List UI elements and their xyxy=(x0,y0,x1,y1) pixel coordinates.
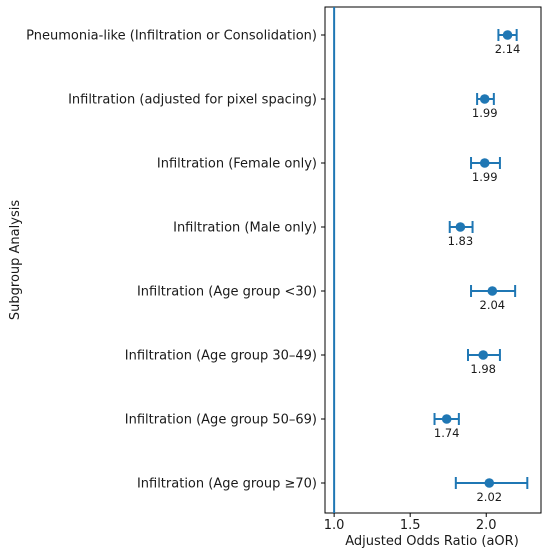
point-estimate xyxy=(487,286,498,296)
subgroup-label: Infiltration (adjusted for pixel spacing… xyxy=(68,93,317,108)
subgroup-label: Infiltration (Female only) xyxy=(157,157,317,172)
point-estimate xyxy=(479,158,490,168)
value-label: 1.74 xyxy=(434,426,460,440)
subgroup-label: Pneumonia-like (Infiltration or Consolid… xyxy=(26,29,317,44)
forest-row: Infiltration (Age group 30–49) 1.98 xyxy=(125,349,501,376)
forest-row: Infiltration (Age group <30) 2.04 xyxy=(137,285,517,312)
x-tick-label: 1.0 xyxy=(324,518,345,533)
subgroup-label: Infiltration (Age group 50–69) xyxy=(125,413,317,428)
forest-row: Pneumonia-like (Infiltration or Consolid… xyxy=(26,29,520,57)
forest-row: Infiltration (Age group 50–69) 1.74 xyxy=(125,413,460,440)
plot-frame xyxy=(324,6,542,514)
point-estimate xyxy=(484,478,495,488)
point-estimate xyxy=(441,414,452,424)
value-label: 2.14 xyxy=(495,42,521,56)
value-label: 2.02 xyxy=(476,490,502,504)
x-tick-label: 2.0 xyxy=(476,518,497,533)
value-label: 1.99 xyxy=(472,106,498,120)
value-label: 1.99 xyxy=(472,170,498,184)
subgroup-label: Infiltration (Male only) xyxy=(173,221,317,236)
point-estimate xyxy=(455,222,466,232)
value-label: 1.83 xyxy=(448,234,474,248)
value-label: 1.98 xyxy=(470,362,496,376)
forest-row: Infiltration (Female only) 1.99 xyxy=(157,157,501,184)
subgroup-label: Infiltration (Age group ≥70) xyxy=(137,477,317,492)
point-estimate xyxy=(478,350,488,360)
point-estimate xyxy=(479,94,490,104)
forest-row: Infiltration (Male only) 1.83 xyxy=(173,221,474,248)
y-axis-title: Subgroup Analysis xyxy=(8,200,23,320)
subgroup-label: Infiltration (Age group 30–49) xyxy=(125,349,317,364)
x-tick-label: 1.5 xyxy=(400,518,421,533)
subgroup-label: Infiltration (Age group <30) xyxy=(137,285,317,300)
value-label: 2.04 xyxy=(480,298,506,312)
point-estimate xyxy=(502,30,513,40)
x-axis-title: Adjusted Odds Ratio (aOR) xyxy=(345,534,519,549)
forest-row: Infiltration (adjusted for pixel spacing… xyxy=(68,93,497,121)
forest-row: Infiltration (Age group ≥70) 2.02 xyxy=(137,477,529,504)
